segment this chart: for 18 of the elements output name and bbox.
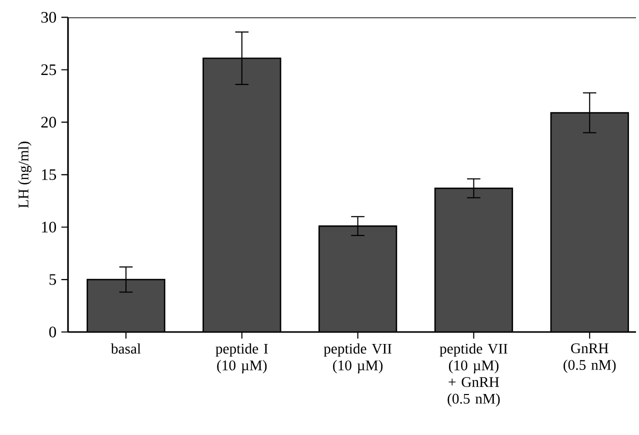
x-tick-label: peptide VII (10 µM) + GnRH (0.5 nM) [440,343,508,407]
y-tick-label: 0 [49,326,56,338]
y-axis-title: LH (ng/ml) [18,142,32,208]
bar [550,112,629,332]
y-tick-label: 5 [50,274,56,285]
y-tick-label: 20 [41,116,56,128]
bar [86,278,166,332]
y-tick-label: 10 [42,222,56,232]
x-tick-label: basal [110,343,141,354]
bar [318,225,398,332]
y-tick-label: 15 [42,169,56,180]
x-tick-label: peptide I (10 µM) [216,343,268,374]
bar [202,58,282,332]
y-tick-label: 30 [41,12,56,23]
y-tick-label: 25 [41,64,56,76]
bar [434,188,514,332]
x-tick-label: peptide VII (10 µM) [324,343,392,374]
x-tick-label: GnRH (0.5 nM) [564,343,616,373]
